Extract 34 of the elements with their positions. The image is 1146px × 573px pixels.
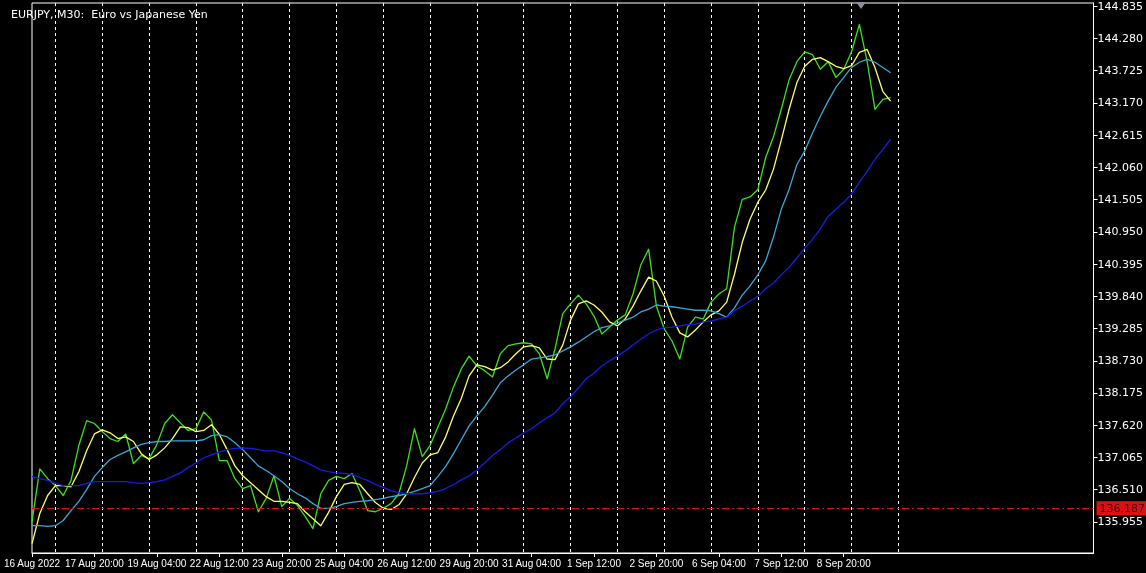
x-tick-label: 6 Sep 04:00 (691, 557, 747, 569)
y-tick-label: 141.505 (1097, 193, 1144, 207)
x-tick-label: 29 Aug 20:00 (439, 557, 499, 569)
x-tick-label: 16 Aug 2022 (3, 557, 61, 569)
x-tick-label: 22 Aug 12:00 (189, 557, 250, 569)
ref-line-label: 136.187 (1099, 501, 1146, 515)
y-tick-label: 140.950 (1097, 225, 1144, 239)
x-tick-label: 26 Aug 12:00 (377, 557, 437, 569)
y-tick-label: 140.395 (1097, 257, 1144, 271)
y-tick-label: 143.170 (1097, 96, 1144, 110)
y-tick-label: 137.065 (1097, 450, 1144, 464)
x-tick-label: 19 Aug 04:00 (127, 557, 187, 569)
text: EURJPY, M30: Euro vs Japanese Yen (11, 8, 208, 21)
x-tick-label: 23 Aug 20:00 (252, 557, 312, 569)
y-tick-label: 143.725 (1097, 64, 1144, 78)
x-tick-label: 25 Aug 04:00 (314, 557, 375, 569)
line-series (31, 138, 892, 495)
x-tick-label: 2 Sep 20:00 (629, 557, 684, 569)
y-tick-label: 142.060 (1097, 160, 1144, 174)
y-tick-label: 137.620 (1097, 418, 1144, 432)
x-tick-label: 17 Aug 20:00 (64, 557, 125, 569)
y-tick-label: 138.175 (1097, 386, 1144, 400)
y-tick-label: 139.285 (1097, 322, 1144, 336)
y-tick-label: 135.955 (1097, 515, 1144, 529)
y-tick-label: 144.835 (1097, 0, 1144, 13)
y-tick-label: 138.730 (1097, 354, 1144, 368)
y-tick-label: 136.510 (1097, 483, 1144, 497)
x-tick-label: 1 Sep 12:00 (567, 557, 622, 569)
x-tick-label: 7 Sep 12:00 (754, 557, 809, 569)
x-tick-label: 8 Sep 20:00 (816, 557, 872, 569)
y-tick-label: 144.280 (1097, 31, 1144, 45)
y-tick-label: 142.615 (1097, 128, 1144, 142)
x-tick-label: 31 Aug 04:00 (502, 557, 562, 569)
y-tick-label: 139.840 (1097, 289, 1144, 303)
